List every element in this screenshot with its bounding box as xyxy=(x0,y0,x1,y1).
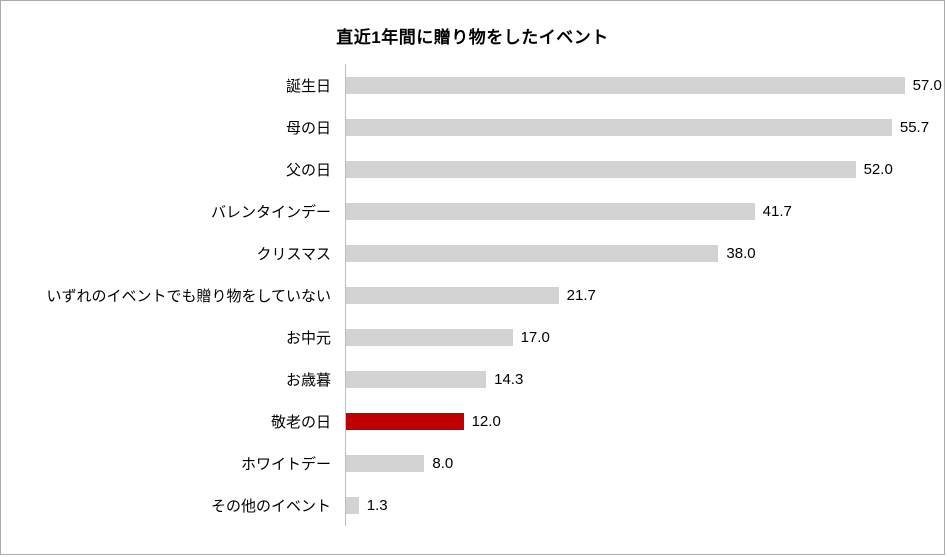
category-label: お歳暮 xyxy=(285,371,331,389)
bar-rows: 誕生日 57.0 母の日 55.7 父の日 52.0 バレンタインデー 41.7 クリスマス 38… xyxy=(7,64,942,526)
category-label: バレンタインデー xyxy=(210,203,331,221)
bar-track: 1.3 xyxy=(345,484,934,526)
category-label: お中元 xyxy=(285,329,331,347)
value-label: 57.0 xyxy=(912,76,942,94)
category-label: 誕生日 xyxy=(285,77,331,95)
category-label: 父の日 xyxy=(285,161,331,179)
value-label: 12.0 xyxy=(471,412,501,430)
value-label: 14.3 xyxy=(494,370,524,388)
bar-fill xyxy=(346,370,487,388)
bar-row: いずれのイベントでも贈り物をしていない 21.7 xyxy=(7,274,934,316)
value-label: 52.0 xyxy=(863,160,893,178)
bar-track: 12.0 xyxy=(345,400,934,442)
bar-track: 21.7 xyxy=(345,274,934,316)
category-label: その他のイベント xyxy=(210,497,331,515)
bar-row: お中元 17.0 xyxy=(7,316,934,358)
category-label: いずれのイベントでも贈り物をしていない xyxy=(46,287,331,305)
category-label: ホワイトデー xyxy=(240,455,331,473)
bar-fill xyxy=(346,412,464,430)
bar-fill xyxy=(346,202,755,220)
value-label: 8.0 xyxy=(432,454,454,472)
value-label: 1.3 xyxy=(366,496,388,514)
category-label: 敬老の日 xyxy=(270,413,331,431)
value-label: 21.7 xyxy=(566,286,596,304)
bar-track: 8.0 xyxy=(345,442,934,484)
value-label: 41.7 xyxy=(762,202,792,220)
category-label: 母の日 xyxy=(285,119,331,137)
bar-track: 17.0 xyxy=(345,316,934,358)
bar-fill xyxy=(346,244,719,262)
value-label: 17.0 xyxy=(520,328,550,346)
bar-chart: 誕生日 57.0 母の日 55.7 父の日 52.0 バレンタインデー 41.7 クリスマス 38… xyxy=(1,64,944,526)
bar-row: その他のイベント 1.3 xyxy=(7,484,934,526)
bar-fill xyxy=(346,454,425,472)
chart-title: 直近1年間に贈り物をしたイベント xyxy=(336,28,609,47)
bar-row: クリスマス 38.0 xyxy=(7,232,934,274)
bar-fill xyxy=(346,286,559,304)
value-label: 55.7 xyxy=(899,118,930,136)
bar-track: 41.7 xyxy=(345,190,934,232)
bar-row: お歳暮 14.3 xyxy=(7,358,934,400)
bar-fill xyxy=(346,160,856,178)
bar-row: バレンタインデー 41.7 xyxy=(7,190,934,232)
bar-row: 誕生日 57.0 xyxy=(7,64,942,106)
bar-track: 57.0 xyxy=(345,64,942,106)
bar-row: ホワイトデー 8.0 xyxy=(7,442,934,484)
bar-fill xyxy=(346,496,359,514)
bar-fill xyxy=(346,328,513,346)
bar-track: 14.3 xyxy=(345,358,934,400)
value-label: 38.0 xyxy=(726,244,756,262)
bar-fill xyxy=(346,76,905,94)
bar-track: 55.7 xyxy=(345,106,934,148)
category-label: クリスマス xyxy=(256,245,331,263)
bar-track: 38.0 xyxy=(345,232,934,274)
bar-fill xyxy=(346,118,892,136)
bar-row: 敬老の日 12.0 xyxy=(7,400,934,442)
bar-row: 母の日 55.7 xyxy=(7,106,934,148)
bar-row: 父の日 52.0 xyxy=(7,148,934,190)
bar-track: 52.0 xyxy=(345,148,934,190)
